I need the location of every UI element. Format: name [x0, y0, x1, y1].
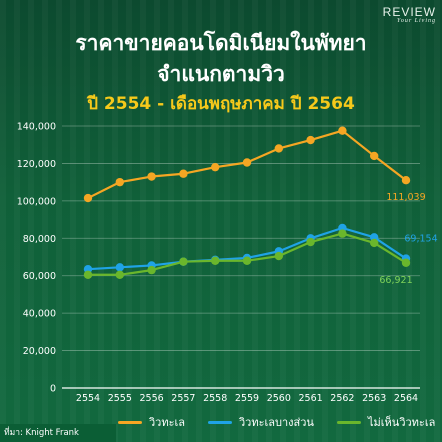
chart-title-line2: จำแนกตามวิว	[157, 62, 285, 86]
x-tick-label: 2557	[171, 393, 195, 404]
data-point	[401, 258, 411, 267]
chart-subtitle: ปี 2554 - เดือนพฤษภาคม ปี 2564	[87, 94, 355, 114]
y-tick-label: 140,000	[17, 122, 56, 133]
data-point	[211, 256, 220, 265]
data-point	[211, 162, 220, 172]
brand-logo: REVIEW Your Living	[383, 5, 436, 24]
x-tick-label: 2562	[330, 393, 354, 404]
data-point	[115, 263, 125, 272]
y-tick-label: 0	[50, 384, 56, 395]
data-point	[115, 270, 125, 279]
data-point	[179, 169, 188, 178]
legend-label-no-sea-view: ไม่เห็นวิวทะเล	[368, 416, 436, 429]
chart-title-line1: ราคาขายคอนโดมิเนียมในพัทยา	[75, 31, 367, 55]
data-point	[401, 175, 411, 185]
x-tick-label: 2555	[108, 393, 132, 404]
data-point	[370, 238, 379, 248]
x-tick-label: 2560	[267, 393, 291, 404]
data-point	[274, 144, 283, 153]
x-tick-label: 2563	[362, 393, 386, 404]
data-point	[338, 229, 347, 238]
data-point	[115, 177, 125, 187]
data-point	[179, 257, 188, 266]
data-label: 69,154	[404, 234, 437, 245]
y-tick-label: 100,000	[17, 196, 56, 207]
legend-swatch-partial-sea-view	[208, 420, 232, 424]
brand-name: REVIEW	[382, 5, 436, 19]
legend-label-partial-sea-view: วิวทะเลบางส่วน	[239, 416, 314, 429]
data-label: 66,921	[379, 275, 412, 286]
data-point	[306, 237, 315, 247]
data-point	[147, 265, 156, 275]
y-tick-label: 20,000	[23, 346, 56, 357]
data-point	[370, 151, 379, 161]
legend-item-sea-view: วิวทะเล	[118, 415, 185, 429]
legend-item-no-sea-view: ไม่เห็นวิวทะเล	[337, 415, 435, 429]
y-tick-label: 40,000	[23, 309, 56, 320]
legend-swatch-sea-view	[118, 420, 142, 424]
data-point	[306, 135, 315, 145]
x-tick-label: 2558	[203, 393, 227, 404]
data-point	[147, 172, 156, 181]
x-tick-label: 2564	[394, 393, 418, 404]
x-tick-label: 2554	[76, 393, 100, 404]
y-tick-label: 80,000	[23, 234, 56, 245]
data-point	[83, 193, 93, 203]
x-tick-label: 2561	[299, 393, 323, 404]
legend-item-partial-sea-view: วิวทะเลบางส่วน	[208, 415, 314, 429]
data-point	[338, 126, 347, 135]
y-tick-label: 120,000	[17, 159, 56, 170]
data-point	[242, 158, 252, 167]
legend-label-sea-view: วิวทะเล	[149, 416, 186, 429]
data-point	[242, 256, 252, 265]
data-label: 111,039	[386, 192, 425, 203]
data-point	[83, 270, 93, 279]
brand-tagline: Your Living	[397, 18, 436, 24]
source-credit: ที่มา: Knight Frank	[0, 424, 116, 442]
data-point	[274, 251, 283, 261]
x-tick-label: 2556	[140, 393, 164, 404]
y-tick-label: 60,000	[23, 271, 56, 282]
legend-swatch-no-sea-view	[337, 420, 361, 424]
x-tick-label: 2559	[235, 393, 259, 404]
